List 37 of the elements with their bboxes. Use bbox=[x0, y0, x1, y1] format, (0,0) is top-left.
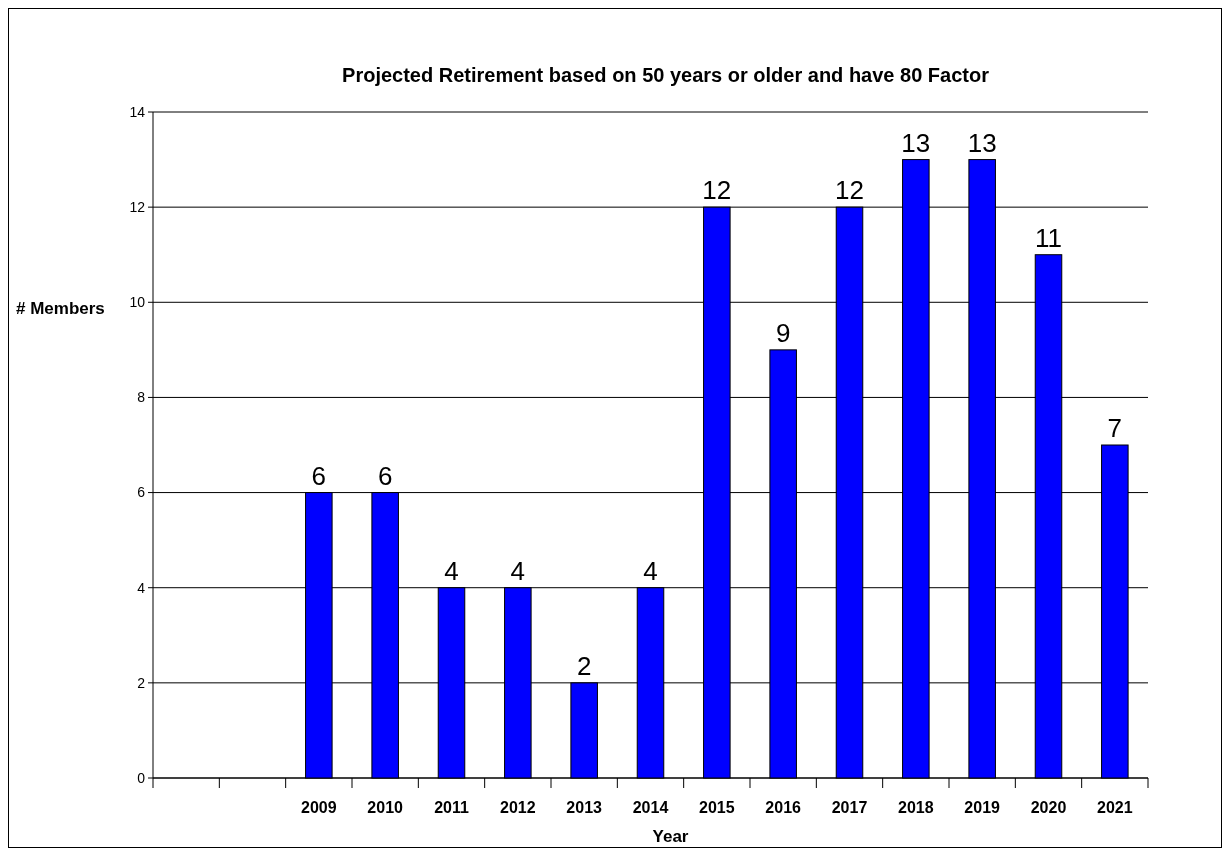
y-tick-label: 4 bbox=[137, 579, 146, 596]
x-tick-label: 2020 bbox=[1030, 799, 1067, 816]
data-label: 2 bbox=[576, 650, 592, 681]
data-label: 12 bbox=[835, 175, 864, 206]
x-axis-title: Year bbox=[652, 827, 689, 846]
x-tick-label: 2015 bbox=[699, 799, 735, 816]
x-tick-label: 2019 bbox=[964, 799, 1001, 816]
y-tick-label: 12 bbox=[129, 199, 146, 216]
x-tick-label: 2021 bbox=[1097, 799, 1133, 816]
y-tick-label: 0 bbox=[137, 769, 146, 786]
x-tick-label: 2016 bbox=[765, 799, 802, 816]
x-tick-label: 2012 bbox=[500, 799, 536, 816]
y-tick-label: 8 bbox=[137, 389, 146, 406]
data-label: 6 bbox=[377, 460, 393, 491]
y-axis-title: # Members bbox=[16, 299, 105, 318]
y-tick-label: 14 bbox=[129, 103, 146, 120]
x-tick-label: 2010 bbox=[367, 799, 404, 816]
data-label: 9 bbox=[775, 317, 791, 348]
data-label: 4 bbox=[643, 555, 658, 586]
data-label: 12 bbox=[702, 175, 732, 206]
x-tick-label: 2018 bbox=[898, 799, 934, 816]
x-tick-label: 2014 bbox=[632, 799, 669, 816]
data-label: 7 bbox=[1107, 413, 1123, 443]
chart-title: Projected Retirement based on 50 years or older and have 80 Factor bbox=[342, 64, 990, 86]
y-tick-label: 10 bbox=[129, 294, 146, 311]
data-label: 4 bbox=[510, 555, 526, 586]
data-label: 13 bbox=[967, 127, 997, 158]
x-tick-label: 2011 bbox=[434, 799, 469, 816]
data-label: 11 bbox=[1035, 222, 1062, 253]
data-label: 6 bbox=[311, 460, 327, 491]
data-label: 13 bbox=[901, 127, 931, 158]
x-tick-label: 2013 bbox=[566, 799, 603, 816]
y-tick-label: 6 bbox=[137, 484, 146, 501]
x-tick-label: 2009 bbox=[301, 799, 337, 816]
x-tick-label: 2017 bbox=[831, 799, 868, 816]
y-tick-label: 2 bbox=[137, 674, 146, 691]
data-label: 4 bbox=[444, 555, 459, 586]
